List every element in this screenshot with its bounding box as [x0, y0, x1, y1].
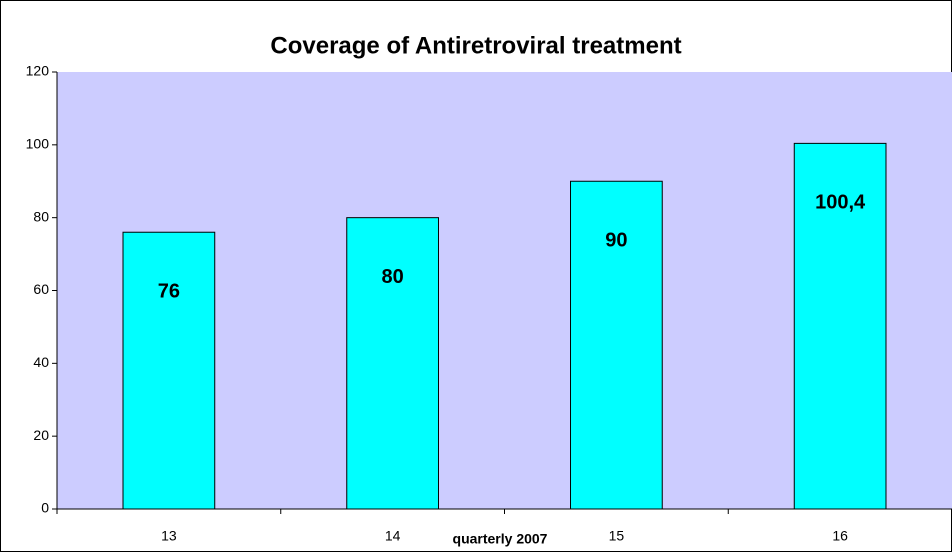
value-label: 90 [605, 230, 627, 252]
x-axis-label: quarterly 2007 [453, 531, 548, 547]
bar [122, 231, 216, 510]
x-tick-label: 14 [385, 528, 401, 544]
y-tick-label: 40 [33, 354, 49, 370]
value-label: 76 [158, 281, 180, 303]
bar [793, 142, 887, 510]
value-label: 80 [382, 266, 404, 288]
x-tick-label: 13 [161, 528, 177, 544]
x-tick-label: 16 [832, 528, 848, 544]
bar [570, 180, 663, 510]
y-tick-label: 100 [26, 136, 50, 152]
y-tick-label: 120 [26, 63, 50, 79]
value-label: 100,4 [815, 192, 866, 214]
y-tick-label: 0 [41, 500, 49, 516]
bar [346, 217, 439, 510]
y-tick-label: 60 [33, 281, 49, 297]
y-tick-label: 20 [33, 427, 49, 443]
chart-title: Coverage of Antiretroviral treatment [270, 32, 681, 59]
x-tick-label: 15 [609, 528, 625, 544]
y-tick-label: 80 [33, 208, 49, 224]
